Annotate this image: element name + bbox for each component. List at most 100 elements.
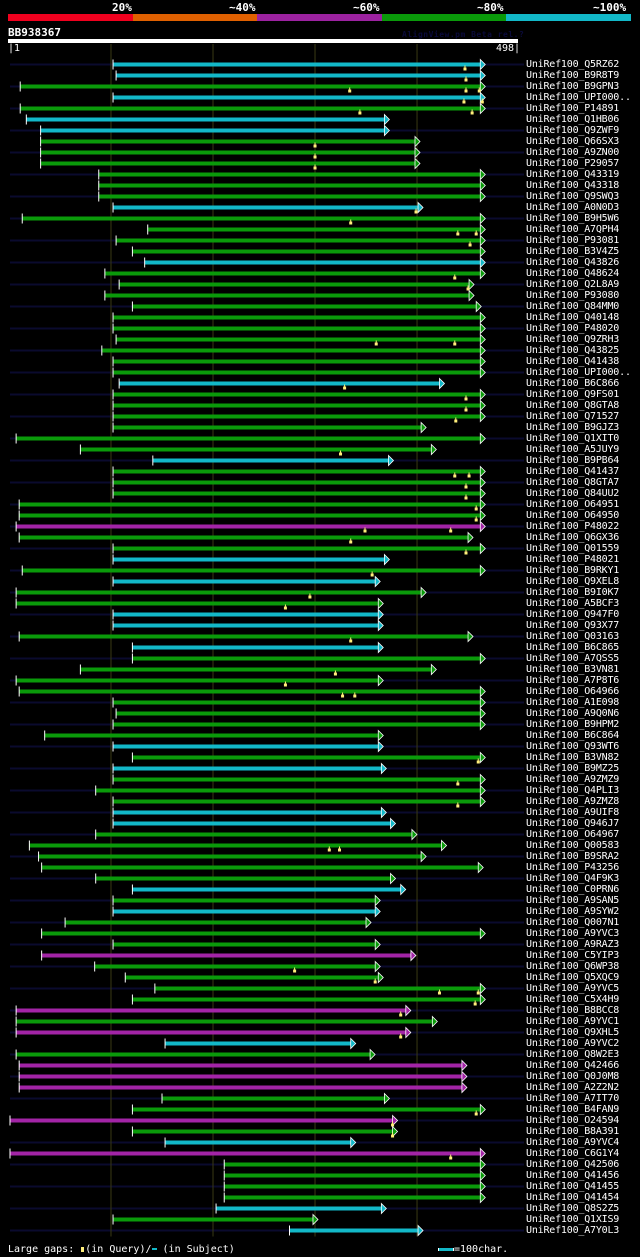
hit-label[interactable]: UniRef100_Q41455 xyxy=(526,1180,620,1192)
hit-label[interactable]: UniRef100_P93081 xyxy=(526,234,620,246)
hit-label[interactable]: UniRef100_P14891 xyxy=(526,102,620,114)
hit-label[interactable]: UniRef100_B8A391 xyxy=(526,1125,620,1137)
hit-label[interactable]: UniRef100_B9RKY1 xyxy=(526,564,620,576)
hit-label[interactable]: UniRef100_B9GJZ3 xyxy=(526,421,620,433)
hit-label[interactable]: UniRef100_Q71527 xyxy=(526,410,620,422)
hit-label[interactable]: UniRef100_P43256 xyxy=(526,861,620,873)
hit-label[interactable]: UniRef100_Q43319 xyxy=(526,168,620,180)
hit-label[interactable]: UniRef100_Q1XIS9 xyxy=(526,1213,620,1225)
hit-label[interactable]: UniRef100_B4FAN9 xyxy=(526,1103,620,1115)
hit-label[interactable]: UniRef100_UPI000.. xyxy=(526,366,631,378)
hit-label[interactable]: UniRef100_Q9ZWF9 xyxy=(526,124,620,136)
hit-label[interactable]: UniRef100_A9UIF8 xyxy=(526,806,620,818)
hit-label[interactable]: UniRef100_B9GPN3 xyxy=(526,80,620,92)
hit-label[interactable]: UniRef100_Q8S2Z5 xyxy=(526,1202,620,1214)
hit-label[interactable]: UniRef100_A0N0D3 xyxy=(526,201,620,213)
hit-label[interactable]: UniRef100_A9ZMZ8 xyxy=(526,795,620,807)
hit-label[interactable]: UniRef100_Q6WP38 xyxy=(526,960,620,972)
hit-label[interactable]: UniRef100_Q40148 xyxy=(526,311,620,323)
hit-label[interactable]: UniRef100_O64967 xyxy=(526,828,620,840)
hit-label[interactable]: UniRef100_Q03163 xyxy=(526,630,620,642)
hit-label[interactable]: UniRef100_C0PRN6 xyxy=(526,883,620,895)
hit-label[interactable]: UniRef100_B8BCC8 xyxy=(526,1004,620,1016)
hit-label[interactable]: UniRef100_Q8GTA8 xyxy=(526,399,620,411)
hit-label[interactable]: UniRef100_B3V4Z5 xyxy=(526,245,620,257)
hit-label[interactable]: UniRef100_B6C865 xyxy=(526,641,620,653)
hit-label[interactable]: UniRef100_A9YVC5 xyxy=(526,982,620,994)
hit-label[interactable]: UniRef100_A9SYW2 xyxy=(526,905,620,917)
hit-label[interactable]: UniRef100_Q9FS01 xyxy=(526,388,620,400)
hit-label[interactable]: UniRef100_B9I0K7 xyxy=(526,586,620,598)
hit-label[interactable]: UniRef100_Q41438 xyxy=(526,355,620,367)
hit-label[interactable]: UniRef100_A9YVC1 xyxy=(526,1015,620,1027)
hit-label[interactable]: UniRef100_Q0J0M8 xyxy=(526,1070,620,1082)
hit-label[interactable]: UniRef100_O24594 xyxy=(526,1114,620,1126)
hit-label[interactable]: UniRef100_Q9XHL5 xyxy=(526,1026,620,1038)
hit-label[interactable]: UniRef100_P93080 xyxy=(526,289,620,301)
hit-label[interactable]: UniRef100_B9HPM2 xyxy=(526,718,620,730)
hit-label[interactable]: UniRef100_Q42466 xyxy=(526,1059,620,1071)
hit-label[interactable]: UniRef100_A9YVC3 xyxy=(526,927,620,939)
hit-label[interactable]: UniRef100_Q9SWQ3 xyxy=(526,190,620,202)
hit-label[interactable]: UniRef100_A9ZN00 xyxy=(526,146,620,158)
hit-label[interactable]: UniRef100_A9YVC2 xyxy=(526,1037,620,1049)
hit-label[interactable]: UniRef100_A9YVC4 xyxy=(526,1136,620,1148)
hit-label[interactable]: UniRef100_C6G1Y4 xyxy=(526,1147,620,1159)
hit-label[interactable]: UniRef100_Q6GX36 xyxy=(526,531,620,543)
hit-label[interactable]: UniRef100_B9H5W6 xyxy=(526,212,620,224)
hit-label[interactable]: UniRef100_Q41456 xyxy=(526,1169,620,1181)
hit-label[interactable]: UniRef100_A7QPH4 xyxy=(526,223,620,235)
hit-label[interactable]: UniRef100_Q9ZRH3 xyxy=(526,333,620,345)
hit-label[interactable]: UniRef100_B6C864 xyxy=(526,729,620,741)
hit-label[interactable]: UniRef100_A1E098 xyxy=(526,696,620,708)
hit-label[interactable]: UniRef100_Q5RZ62 xyxy=(526,58,620,70)
hit-label[interactable]: UniRef100_B3VN81 xyxy=(526,663,620,675)
hit-label[interactable]: UniRef100_B9SRA2 xyxy=(526,850,620,862)
hit-label[interactable]: UniRef100_Q8W2E3 xyxy=(526,1048,620,1060)
hit-label[interactable]: UniRef100_Q00583 xyxy=(526,839,620,851)
hit-label[interactable]: UniRef100_Q41454 xyxy=(526,1191,620,1203)
hit-label[interactable]: UniRef100_O64966 xyxy=(526,685,620,697)
hit-label[interactable]: UniRef100_Q84UU2 xyxy=(526,487,620,499)
hit-label[interactable]: UniRef100_Q9XEL8 xyxy=(526,575,620,587)
hit-label[interactable]: UniRef100_A7IT70 xyxy=(526,1092,620,1104)
hit-label[interactable]: UniRef100_C5X4H9 xyxy=(526,993,620,1005)
hit-label[interactable]: UniRef100_A9RAZ3 xyxy=(526,938,620,950)
hit-label[interactable]: UniRef100_B9R8T9 xyxy=(526,69,620,81)
hit-label[interactable]: UniRef100_Q93X77 xyxy=(526,619,620,631)
hit-label[interactable]: UniRef100_A2Z2N2 xyxy=(526,1081,620,1093)
hit-label[interactable]: UniRef100_Q1XIT0 xyxy=(526,432,620,444)
hit-label[interactable]: UniRef100_Q2L8A9 xyxy=(526,278,620,290)
hit-label[interactable]: UniRef100_Q5XQC9 xyxy=(526,971,620,983)
hit-label[interactable]: UniRef100_Q4F9K3 xyxy=(526,872,620,884)
hit-label[interactable]: UniRef100_Q007N1 xyxy=(526,916,620,928)
hit-label[interactable]: UniRef100_Q4PLI3 xyxy=(526,784,620,796)
hit-label[interactable]: UniRef100_P48020 xyxy=(526,322,620,334)
hit-label[interactable]: UniRef100_Q43826 xyxy=(526,256,620,268)
hit-label[interactable]: UniRef100_B3VN82 xyxy=(526,751,620,763)
hit-label[interactable]: UniRef100_Q947F0 xyxy=(526,608,620,620)
hit-label[interactable]: UniRef100_P29057 xyxy=(526,157,620,169)
hit-label[interactable]: UniRef100_B6C866 xyxy=(526,377,620,389)
hit-label[interactable]: UniRef100_Q84MM0 xyxy=(526,300,620,312)
hit-label[interactable]: UniRef100_Q41437 xyxy=(526,465,620,477)
hit-label[interactable]: UniRef100_A9SAN5 xyxy=(526,894,620,906)
hit-label[interactable]: UniRef100_P48021 xyxy=(526,553,620,565)
hit-label[interactable]: UniRef100_A7P8T6 xyxy=(526,674,620,686)
hit-label[interactable]: UniRef100_UPI000.. xyxy=(526,91,631,103)
hit-label[interactable]: UniRef100_A5BCF3 xyxy=(526,597,620,609)
hit-label[interactable]: UniRef100_A9Q0N6 xyxy=(526,707,620,719)
hit-label[interactable]: UniRef100_Q93WT6 xyxy=(526,740,620,752)
hit-label[interactable]: UniRef100_Q42506 xyxy=(526,1158,620,1170)
hit-label[interactable]: UniRef100_Q66SX3 xyxy=(526,135,620,147)
hit-label[interactable]: UniRef100_Q43825 xyxy=(526,344,620,356)
hit-label[interactable]: UniRef100_A7Y0L3 xyxy=(526,1224,620,1236)
hit-label[interactable]: UniRef100_Q48624 xyxy=(526,267,620,279)
hit-label[interactable]: UniRef100_A7QSS5 xyxy=(526,652,620,664)
hit-label[interactable]: UniRef100_Q946J7 xyxy=(526,817,620,829)
hit-label[interactable]: UniRef100_Q43318 xyxy=(526,179,620,191)
hit-label[interactable]: UniRef100_A5JUY9 xyxy=(526,443,620,455)
hit-label[interactable]: UniRef100_Q8GTA7 xyxy=(526,476,620,488)
hit-label[interactable]: UniRef100_P48022 xyxy=(526,520,620,532)
hit-label[interactable]: UniRef100_A9ZMZ9 xyxy=(526,773,620,785)
